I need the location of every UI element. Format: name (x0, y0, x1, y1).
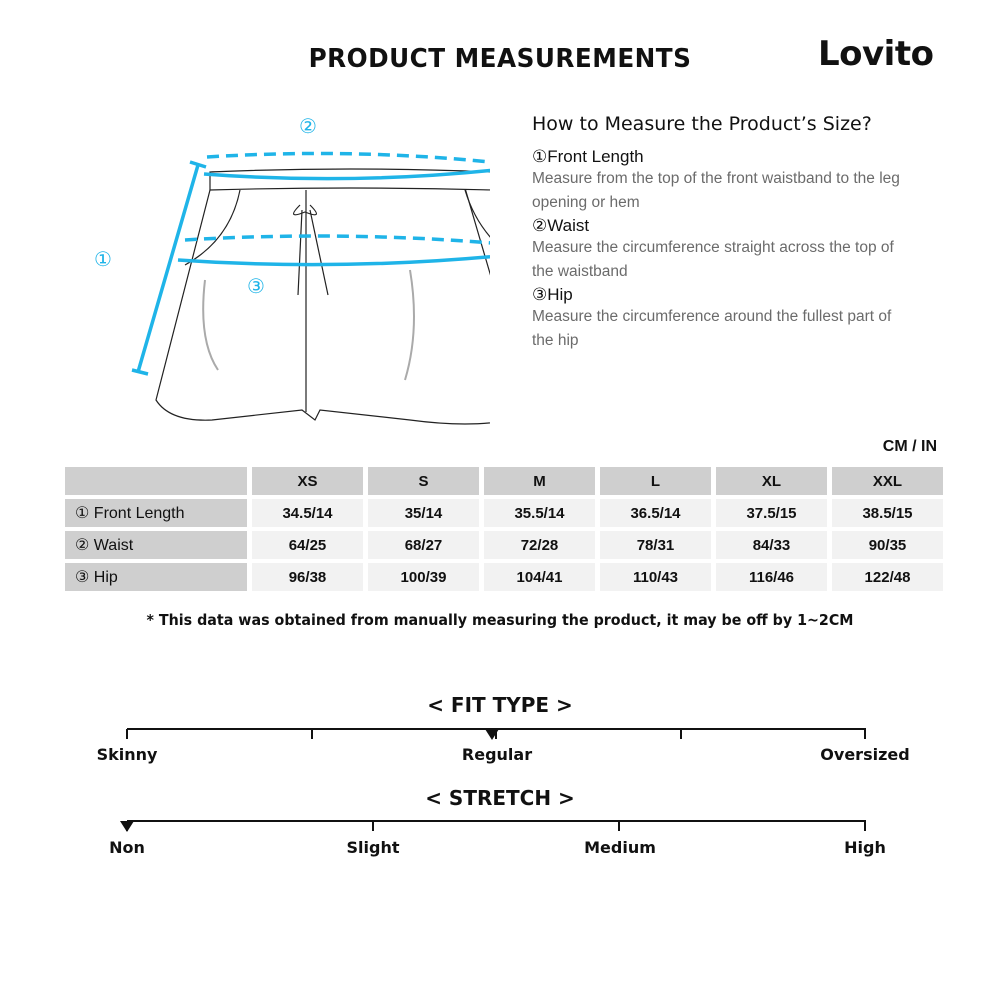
size-header: XXL (832, 467, 943, 495)
fit-label: Regular (461, 745, 533, 764)
stretch-tick (618, 821, 620, 831)
cell: 72/28 (484, 531, 595, 559)
table-header-row: XS S M L XL XXL (65, 467, 943, 495)
measure-desc: Measure the circumference around the ful… (532, 308, 892, 349)
unit-label: CM / IN (882, 438, 937, 455)
fit-type-title: < FIT TYPE > (427, 693, 573, 717)
size-header: XL (716, 467, 827, 495)
stretch-scale-line (127, 820, 866, 822)
measure-name: ②Waist (532, 216, 590, 235)
page-title: PRODUCT MEASUREMENTS (308, 44, 692, 74)
row-label: ③ Hip (65, 563, 247, 591)
measure-instructions: ①Front Length Measure from the top of th… (532, 145, 912, 352)
fit-marker-icon (485, 729, 499, 740)
cell: 35/14 (368, 499, 479, 527)
size-header: S (368, 467, 479, 495)
cell: 104/41 (484, 563, 595, 591)
table-row: ② Waist 64/25 68/27 72/28 78/31 84/33 90… (65, 531, 943, 559)
stretch-label: Non (109, 838, 145, 857)
table-row: ① Front Length 34.5/14 35/14 35.5/14 36.… (65, 499, 943, 527)
cell: 100/39 (368, 563, 479, 591)
measure-desc: Measure from the top of the front waistb… (532, 170, 900, 211)
stretch-label: Slight (346, 838, 400, 857)
shorts-diagram: ② ① ③ (94, 116, 490, 425)
stretch-label: Medium (584, 838, 656, 857)
cell: 116/46 (716, 563, 827, 591)
disclaimer-note: * This data was obtained from manually m… (146, 611, 854, 629)
size-table: XS S M L XL XXL ① Front Length 34.5/14 3… (60, 463, 948, 595)
stretch-tick (864, 821, 866, 831)
cell: 68/27 (368, 531, 479, 559)
stretch-label: High (844, 838, 886, 857)
howto-title: How to Measure the Product’s Size? (532, 113, 872, 135)
cell: 96/38 (252, 563, 363, 591)
cell: 34.5/14 (252, 499, 363, 527)
cell: 64/25 (252, 531, 363, 559)
row-label: ① Front Length (65, 499, 247, 527)
table-row: ③ Hip 96/38 100/39 104/41 110/43 116/46 … (65, 563, 943, 591)
header-blank (65, 467, 247, 495)
cell: 35.5/14 (484, 499, 595, 527)
cell: 38.5/15 (832, 499, 943, 527)
stretch-marker-icon (120, 821, 134, 832)
cell: 37.5/15 (716, 499, 827, 527)
measure-name: ③Hip (532, 285, 573, 304)
measure-name: ①Front Length (532, 147, 644, 166)
measure-desc: Measure the circumference straight acros… (532, 239, 894, 280)
hip-label: ③ (247, 276, 265, 298)
size-header: M (484, 467, 595, 495)
stretch-tick (372, 821, 374, 831)
brand-logo: Lovito (818, 34, 934, 74)
size-header: XS (252, 467, 363, 495)
cell: 122/48 (832, 563, 943, 591)
fit-tick (679, 729, 682, 739)
fit-label: Skinny (96, 745, 158, 764)
stretch-title: < STRETCH > (425, 786, 575, 810)
fit-label: Oversized (820, 745, 910, 764)
fit-tick (864, 729, 866, 739)
fit-tick (310, 729, 313, 739)
size-header: L (600, 467, 711, 495)
cell: 78/31 (600, 531, 711, 559)
row-label: ② Waist (65, 531, 247, 559)
cell: 84/33 (716, 531, 827, 559)
cell: 110/43 (600, 563, 711, 591)
cell: 36.5/14 (600, 499, 711, 527)
cell: 90/35 (832, 531, 943, 559)
fit-tick (126, 729, 128, 739)
waist-label: ② (299, 116, 317, 138)
front-length-label: ① (94, 249, 112, 271)
